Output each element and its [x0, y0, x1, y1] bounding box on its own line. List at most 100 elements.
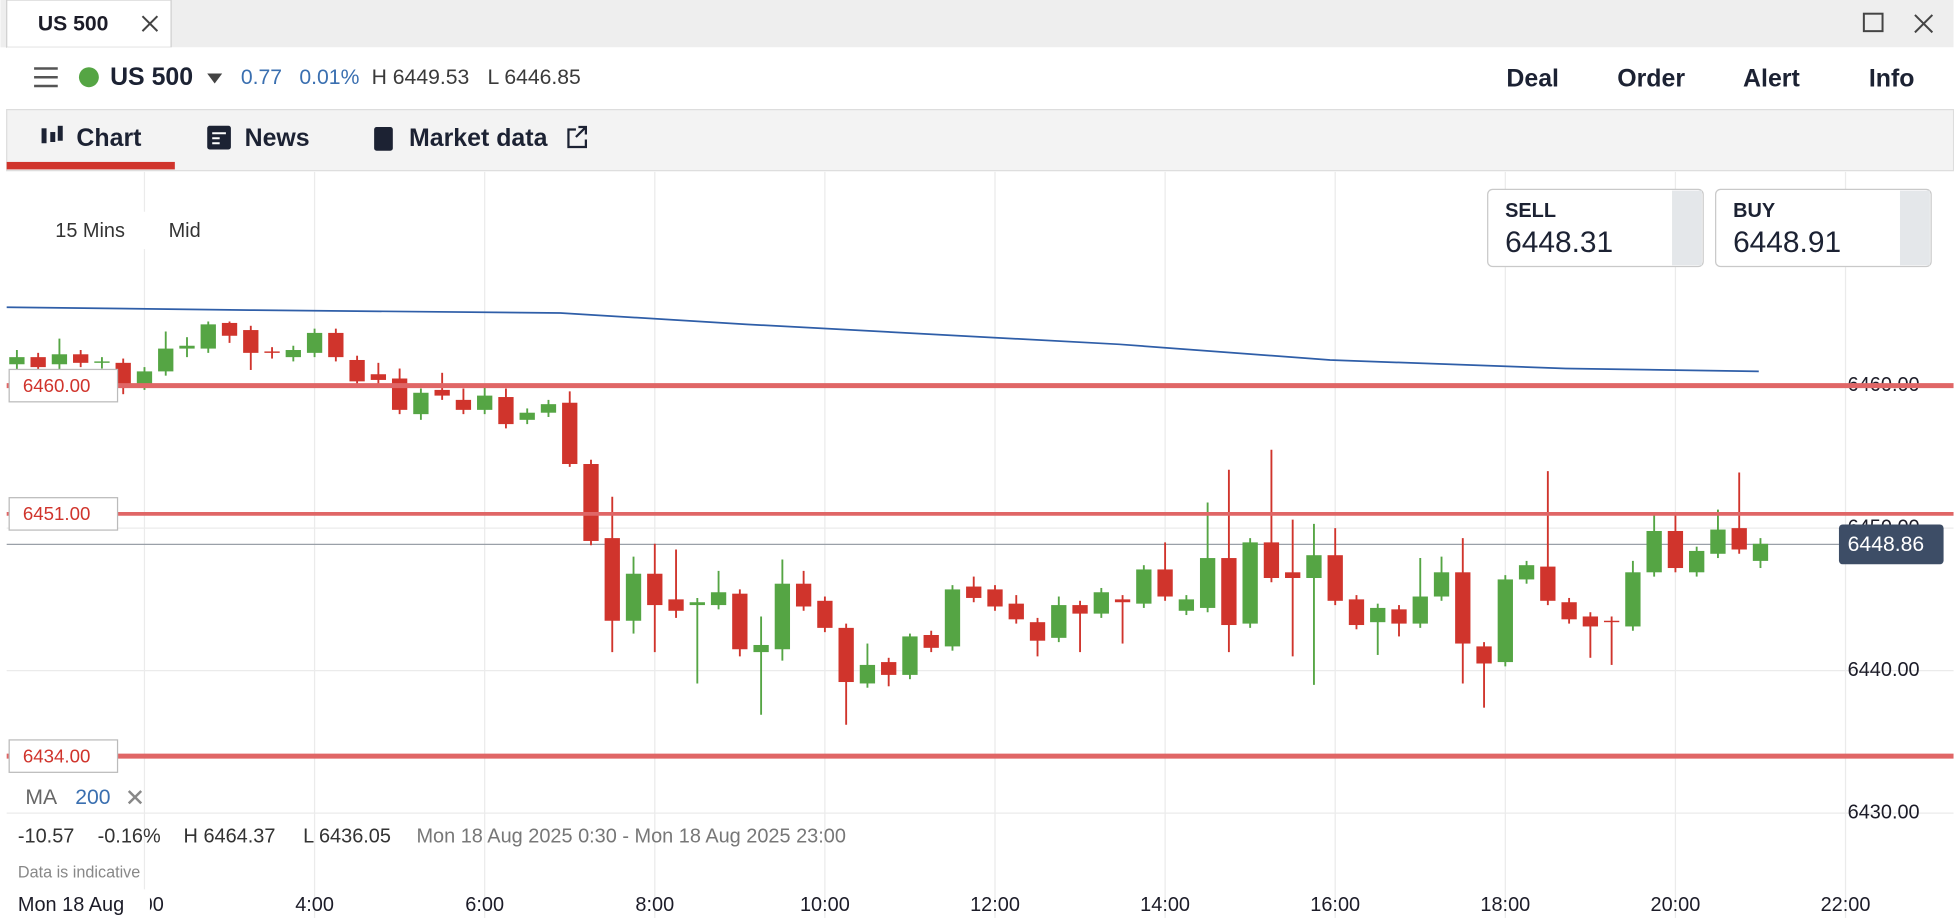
moving-average	[6, 306, 1759, 373]
level-label-box	[8, 739, 119, 773]
nav-bar	[6, 108, 1954, 172]
active-underline	[6, 161, 175, 170]
x-tick-label: 22:00	[1821, 894, 1871, 916]
external-icon	[567, 125, 588, 149]
candle-body	[1646, 530, 1662, 573]
x-tick-label: 16:00	[1310, 894, 1360, 916]
buy-button[interactable]	[1715, 188, 1932, 268]
candle-body	[1667, 530, 1684, 569]
tab-title: US 500	[38, 13, 109, 36]
candle-body	[859, 664, 876, 684]
candle-body	[1157, 569, 1173, 597]
candle-body	[1114, 599, 1131, 603]
candle-body	[987, 589, 1003, 607]
summary-range: Mon 18 Aug 2025 0:30 - Mon 18 Aug 2025 2…	[416, 825, 845, 847]
candle-body	[477, 395, 493, 410]
candle-body	[774, 583, 791, 650]
candle-body	[306, 332, 323, 353]
buy-label: BUY	[1733, 200, 1775, 222]
sell-strip	[1672, 190, 1702, 266]
x-tick-label: 12:00	[970, 894, 1020, 916]
candle-body	[1433, 572, 1450, 597]
price-type-button[interactable]	[152, 211, 220, 250]
current-price-label: 6448.86	[1848, 533, 1924, 556]
candle-body	[966, 586, 982, 598]
candle-body	[795, 583, 812, 607]
candle-body	[625, 573, 642, 621]
disclaimer: Data is indicative	[18, 863, 140, 881]
candle-body	[1710, 529, 1726, 554]
candle-body	[1455, 572, 1471, 644]
candle-body	[370, 374, 387, 380]
interval-button[interactable]	[37, 211, 148, 250]
action[interactable]: Alert	[1743, 64, 1800, 92]
candle-body	[1582, 616, 1599, 627]
action[interactable]: Deal	[1506, 64, 1559, 92]
candle-body	[200, 324, 216, 349]
tab-close[interactable]	[141, 15, 159, 32]
level-label: 6460.00	[23, 375, 91, 396]
candle-body	[1603, 620, 1620, 623]
candle-body	[285, 350, 301, 358]
candle-body	[540, 404, 557, 413]
candle-body	[1348, 599, 1365, 626]
tab[interactable]	[6, 0, 172, 48]
candle-body	[1285, 572, 1301, 579]
y-tick-label: 6440.00	[1848, 659, 1920, 681]
candle-body	[30, 357, 46, 368]
menu[interactable]	[34, 67, 58, 88]
candle-body	[1178, 599, 1195, 611]
nav-tab[interactable]: Chart	[76, 124, 141, 152]
high: H 6449.53	[372, 66, 470, 89]
close-window[interactable]	[1914, 14, 1934, 34]
candle-body	[1476, 646, 1492, 664]
candle-body	[1093, 592, 1109, 614]
candle-body	[583, 464, 599, 541]
instrument[interactable]: US 500	[110, 63, 193, 91]
candle-body	[1561, 602, 1577, 620]
candle-body	[1518, 565, 1535, 580]
candle-body	[1391, 609, 1407, 624]
dropdown[interactable]	[207, 73, 223, 84]
maximize[interactable]	[1862, 12, 1884, 33]
candle-body	[1199, 558, 1216, 608]
y-tick-label: 6430.00	[1848, 801, 1920, 823]
action[interactable]: Info	[1869, 64, 1915, 92]
candle-body	[1263, 542, 1280, 579]
summary-high: H 6464.37	[184, 825, 276, 847]
candle-body	[94, 361, 110, 363]
candle-body	[328, 332, 344, 358]
candle-body	[1689, 550, 1705, 573]
candle-body	[455, 399, 472, 410]
x-tick-label: 10:00	[800, 894, 850, 916]
market-icon	[374, 127, 393, 151]
level-label: 6434.00	[23, 745, 91, 766]
level-label: 6451.00	[23, 503, 91, 524]
candle-body	[838, 627, 854, 683]
candle-body	[732, 593, 748, 650]
candle-body	[902, 636, 918, 675]
x-tick-label: 18:00	[1480, 894, 1530, 916]
nav-tab[interactable]: Market data	[409, 124, 549, 152]
x-tick-label: 14:00	[1140, 894, 1190, 916]
candle-body	[9, 357, 25, 365]
current-price-badge	[1838, 524, 1944, 565]
sell-button[interactable]	[1487, 188, 1704, 268]
x-tick-label: 20:00	[1651, 894, 1701, 916]
candle-body	[1370, 607, 1386, 623]
nav-tab[interactable]: News	[245, 124, 310, 152]
sell-price: 6448.31	[1505, 226, 1613, 259]
x-tick-label: 4:00	[295, 894, 334, 916]
tab-bar	[0, 0, 1954, 48]
change-pct: 0.01%	[299, 66, 359, 89]
action[interactable]: Order	[1617, 64, 1685, 92]
ma-remove[interactable]	[127, 790, 143, 805]
candle-body	[1752, 543, 1769, 561]
price-type[interactable]: Mid	[169, 220, 201, 242]
candle-body	[1051, 605, 1067, 638]
candle-body	[73, 354, 89, 363]
interval[interactable]: 15 Mins	[55, 220, 125, 242]
candle-body	[944, 589, 961, 647]
candle-body	[1497, 579, 1513, 663]
